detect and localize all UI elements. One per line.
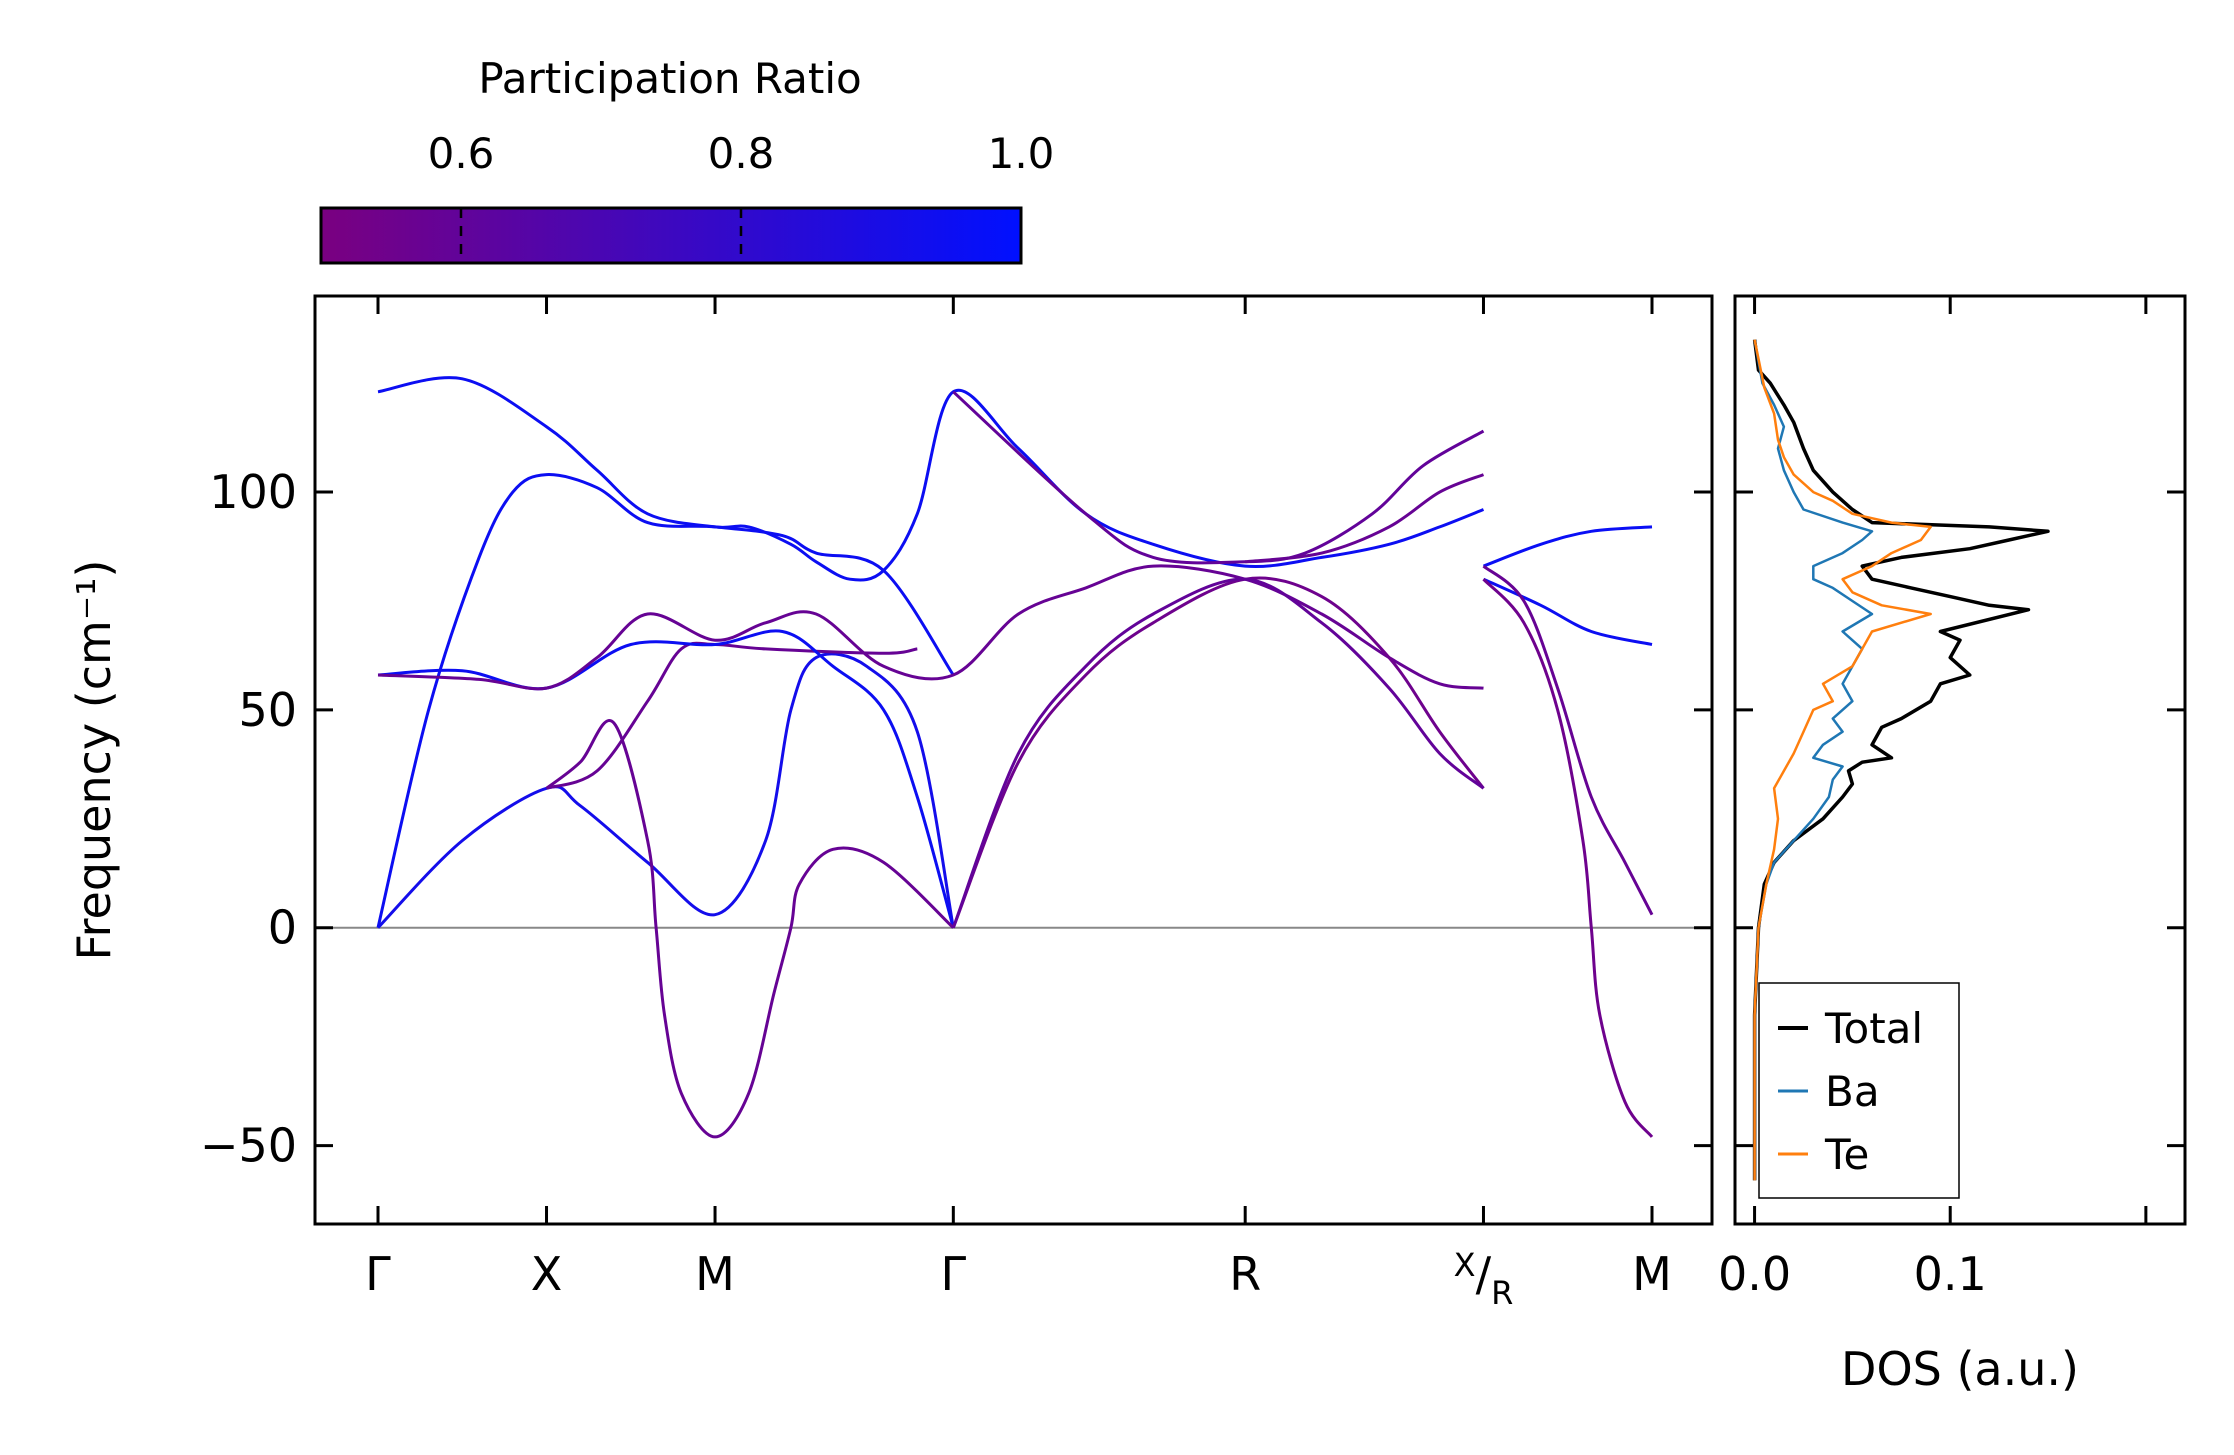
- y-tick-label: 0: [268, 901, 297, 955]
- colorbar-ticks: 0.6 0.8 1.0: [428, 129, 1055, 263]
- band-line-band-e: [377, 376, 1485, 582]
- colorbar-tick-label: 0.6: [428, 129, 495, 178]
- dos-x-tick-label: 0.0: [1718, 1247, 1791, 1301]
- colorbar-title: Participation Ratio: [478, 54, 861, 103]
- y-tick-label: 50: [238, 683, 297, 737]
- band-line-band-h: [951, 576, 1485, 929]
- x-tick-label: X/R: [1454, 1246, 1514, 1312]
- dos-x-ticks: 0.0 0.1: [1718, 296, 2148, 1301]
- y-ticks: −50 0 50 100: [200, 465, 1712, 1173]
- dispersion-axes-frame: [313, 294, 1714, 1226]
- dos-line-total: [1752, 339, 2050, 1181]
- x-tick-label: R: [1229, 1247, 1261, 1301]
- band-line-band-k: [1245, 473, 1485, 564]
- colorbar-bar: [319, 206, 1023, 265]
- band-line-band-o: [1482, 578, 1654, 1138]
- x-tick-label: M: [695, 1247, 735, 1301]
- band-line-band-g: [545, 719, 955, 1139]
- dispersion-panel: −50 0 50 100 Γ X M Γ R X/R M Frequency (cm⁻¹): [67, 294, 1714, 1312]
- band-line-band-d: [377, 629, 955, 929]
- colorbar-tick-label: 1.0: [988, 129, 1055, 178]
- dos-x-tick-label: 0.1: [1914, 1247, 1987, 1301]
- legend-label-ba: Ba: [1825, 1067, 1880, 1116]
- band-line-band-f: [377, 564, 1484, 691]
- dos-x-axis-label: DOS (a.u.): [1841, 1342, 2079, 1396]
- band-line-band-j: [952, 390, 1485, 565]
- colorbar: Participation Ratio 0.6 0.8 1.0: [319, 54, 1055, 265]
- dos-axes-frame: [1733, 294, 2187, 1226]
- dos-line-ba: [1753, 339, 1874, 1181]
- colorbar-tick-label: 0.8: [708, 129, 775, 178]
- band-line-band-l: [1482, 525, 1653, 568]
- legend: Total Ba Te: [1758, 982, 1960, 1199]
- band-line-band-a: [376, 652, 955, 929]
- dos-line-te: [1753, 339, 1932, 1181]
- band-line-band-c: [376, 473, 955, 929]
- band-line-band-i: [951, 577, 1485, 929]
- legend-label-te: Te: [1824, 1130, 1869, 1179]
- dos-lines: [1752, 339, 2050, 1181]
- y-axis-label: Frequency (cm⁻¹): [67, 560, 121, 961]
- band-line-band-n: [1482, 564, 1654, 916]
- band-lines: [376, 376, 1654, 1139]
- band-line-band-b: [546, 641, 918, 790]
- legend-entries: Total Ba Te: [1778, 1004, 1923, 1179]
- y-tick-label: −50: [200, 1119, 297, 1173]
- x-tick-label: Γ: [941, 1247, 967, 1301]
- x-tick-label: Γ: [365, 1247, 391, 1301]
- x-tick-label: M: [1632, 1247, 1672, 1301]
- legend-label-total: Total: [1824, 1004, 1923, 1053]
- x-tick-label: X: [531, 1247, 563, 1301]
- band-line-band-m: [1482, 577, 1653, 646]
- dos-y-ticks: [1735, 490, 2185, 1148]
- x-ticks: Γ X M Γ R X/R M: [365, 296, 1672, 1312]
- y-tick-label: 100: [209, 465, 297, 519]
- dos-panel: 0.0 0.1 DOS (a.u.) Total Ba Te: [1718, 294, 2187, 1396]
